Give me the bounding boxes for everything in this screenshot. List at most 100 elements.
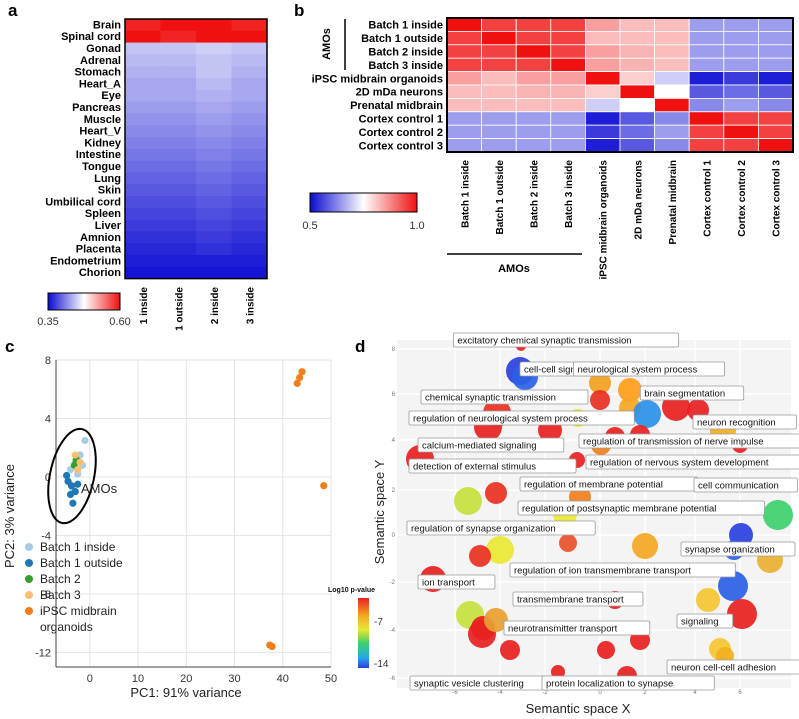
pca-legend-label: Batch 3	[40, 588, 81, 602]
heatmap-b-cell	[515, 17, 552, 32]
pca-xlabel: PC1: 91% variance	[130, 685, 241, 700]
go-term-label-box	[512, 591, 644, 607]
heatmap-a-cell	[231, 184, 268, 197]
pca-xtick-label: 20	[180, 673, 192, 685]
heatmap-b-cell	[550, 124, 586, 139]
heatmap-b-col-label: Batch 1 outside	[495, 160, 506, 235]
heatmap-b-cell	[654, 71, 690, 86]
go-term-label: protein localization to synapse	[546, 679, 673, 690]
heatmap-a-colorscale: 0.35 0.60	[37, 292, 131, 328]
heatmap-a-cell	[125, 78, 161, 91]
heatmap-b-col-label: Prenatal midbrain	[668, 160, 679, 244]
heatmap-b-cell	[550, 44, 586, 59]
heatmap-b-cell	[481, 71, 517, 86]
heatmap-b-cell	[585, 57, 621, 73]
heatmap-a-cell	[125, 101, 161, 114]
heatmap-a-cell	[231, 42, 268, 55]
heatmap-a-cell	[196, 266, 232, 279]
heatmap-b-cell	[654, 44, 690, 59]
go-term-label: neurological system process	[577, 365, 697, 376]
heatmap-a-cell	[125, 219, 161, 232]
heatmap-a-cell	[231, 137, 268, 150]
heatmap-a-row-label: Spinal cord	[61, 31, 121, 43]
heatmap-b-cell	[619, 98, 655, 113]
panel-label-c: c	[5, 337, 14, 356]
heatmap-b-cell	[585, 124, 621, 139]
heatmap-a-row-label: Placenta	[76, 244, 122, 256]
go-term-label: regulation of synapse organization	[411, 524, 556, 535]
heatmap-a-cell	[231, 78, 268, 91]
heatmap-a-cell	[160, 148, 197, 161]
heatmap-a-cell	[125, 266, 161, 279]
go-xtick-label: 6	[738, 690, 742, 696]
heatmap-b-cell	[481, 98, 517, 113]
go-term-label: regulation of postsynaptic membrane pote…	[522, 504, 716, 515]
heatmap-a-cell	[160, 101, 197, 114]
heatmap-a-cell	[125, 125, 161, 138]
go-term-bubble	[486, 536, 514, 564]
heatmap-b-cell	[481, 138, 517, 153]
go-ytick-label: 4	[392, 438, 396, 444]
go-xtick-label: -2	[542, 690, 548, 696]
heatmap-b-cell	[758, 111, 794, 126]
heatmap-b-cell	[723, 124, 759, 139]
pca-point	[76, 458, 84, 466]
heatmap-b-cell	[446, 57, 482, 73]
heatmap-a-cell	[196, 172, 232, 185]
go-term-label-box	[408, 410, 635, 426]
heatmap-b-cell	[688, 98, 725, 113]
heatmap-b-col-label: Batch 2 inside	[530, 160, 541, 228]
heatmap-a-cell	[231, 196, 268, 209]
pca-point	[320, 482, 328, 490]
pca-ytick-label: 4	[45, 413, 51, 425]
heatmap-a-cell	[125, 42, 161, 55]
go-ytick-label: 0	[392, 533, 396, 539]
heatmap-b-cell	[758, 138, 794, 153]
heatmap-a-frame	[124, 18, 268, 280]
heatmap-a-row-label: Umbilical cord	[45, 196, 121, 208]
go-term-label-box	[578, 433, 799, 449]
heatmap-b-cell	[515, 84, 552, 99]
pca-legend-marker	[25, 543, 33, 551]
go-term-label-box	[585, 454, 799, 470]
pca-amos-annotation: AMOs	[81, 481, 118, 496]
heatmap-a-cell	[125, 172, 161, 185]
go-term-bubble	[696, 588, 720, 612]
go-ylabel: Semantic space Y	[372, 459, 387, 564]
heatmap-b-cell	[723, 30, 759, 46]
heatmap-b-col-label: Cortex control 2	[737, 160, 748, 237]
heatmap-a-cell	[125, 54, 161, 67]
pca-legend-marker	[25, 591, 33, 599]
heatmap-b-cell	[550, 98, 586, 113]
heatmap-a-cell	[160, 66, 197, 79]
heatmap-a-cell	[196, 255, 232, 268]
heatmap-b-cell	[446, 44, 482, 59]
go-term-bubble	[551, 665, 565, 679]
go-term-bubble	[559, 534, 577, 552]
heatmap-b-cell	[758, 44, 794, 59]
heatmap-a-col-label: 2 inside	[210, 287, 221, 325]
go-term-label: regulation of nervous system development	[590, 458, 769, 469]
heatmap-a-cell	[196, 219, 232, 232]
heatmap-a-row-label: Intestine	[76, 149, 121, 161]
go-term-label-box	[639, 385, 745, 401]
heatmap-a-cell	[160, 196, 197, 209]
go-term-label-box	[541, 675, 715, 691]
heatmap-a-row-label: Adrenal	[80, 55, 121, 67]
heatmap-b-cell	[515, 124, 552, 139]
heatmap-a-cell	[231, 101, 268, 114]
heatmap-b-cell	[585, 111, 621, 126]
pca-point	[296, 373, 304, 382]
go-term-label-box	[420, 389, 589, 405]
heatmap-b-cell	[550, 138, 586, 153]
heatmap-b-cell	[619, 84, 655, 99]
heatmap-a-row-label: Skin	[98, 185, 122, 197]
heatmap-a-cell	[196, 78, 232, 91]
pca-plot-area	[56, 360, 331, 667]
go-term-label-box	[406, 520, 596, 536]
heatmap-a-row-label: Brain	[93, 19, 121, 31]
heatmap-b-cell	[688, 44, 725, 59]
heatmap-a-cell	[160, 19, 197, 32]
heatmap-a-row-label: Pancreas	[72, 102, 121, 114]
